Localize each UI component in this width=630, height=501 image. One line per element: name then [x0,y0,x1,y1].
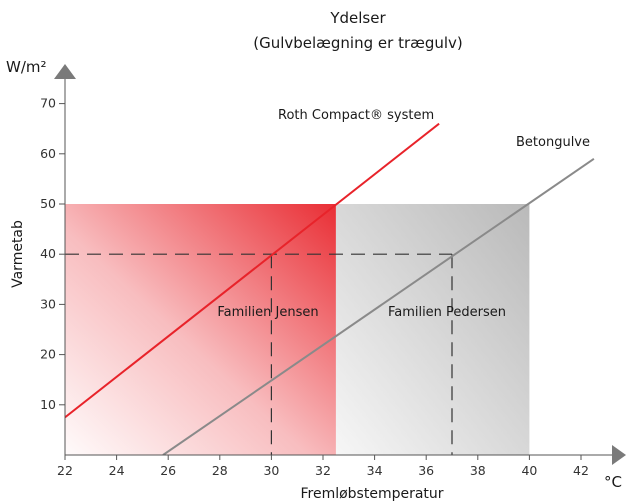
region-familien-jensen [65,204,336,455]
series-label-betongulve: Betongulve [516,135,590,150]
series-line-betongulve [162,157,595,455]
x-axis-arrow-icon [612,445,626,465]
chart-subtitle: (Gulvbelægning er trægulv) [253,34,463,52]
x-tick-label: 30 [263,463,279,478]
x-tick-label: 34 [367,463,383,478]
x-tick-label: 32 [315,463,331,478]
y-axis-unit: W/m² [6,58,47,76]
y-tick-label: 70 [40,96,56,111]
region-label-familien-jensen: Familien Jensen [217,305,318,320]
series-line-roth-compact [65,122,440,419]
series-label-roth-compact: Roth Compact® system [278,108,434,123]
region-label-familien-pedersen: Familien Pedersen [388,305,506,320]
x-tick-label: 26 [160,463,176,478]
region-familien-pedersen [335,204,530,455]
x-tick-label: 36 [418,463,434,478]
x-tick-label: 40 [521,463,537,478]
y-tick-label: 10 [40,397,56,412]
x-tick-label: 22 [57,463,73,478]
y-axis-label: Varmetab [10,220,26,288]
x-tick-label: 38 [470,463,486,478]
y-tick-label: 20 [40,347,56,362]
x-tick-label: 24 [109,463,125,478]
chart-title: Ydelser [329,9,386,27]
x-axis-unit: °C [604,473,622,491]
x-tick-label: 28 [212,463,228,478]
y-tick-label: 60 [40,146,56,161]
x-tick-label: 42 [573,463,589,478]
y-axis-arrow-icon [54,64,76,79]
x-axis-label: Fremløbstemperatur [300,486,443,501]
y-tick-label: 30 [40,296,56,311]
y-tick-label: 50 [40,196,56,211]
y-tick-label: 40 [40,246,56,261]
